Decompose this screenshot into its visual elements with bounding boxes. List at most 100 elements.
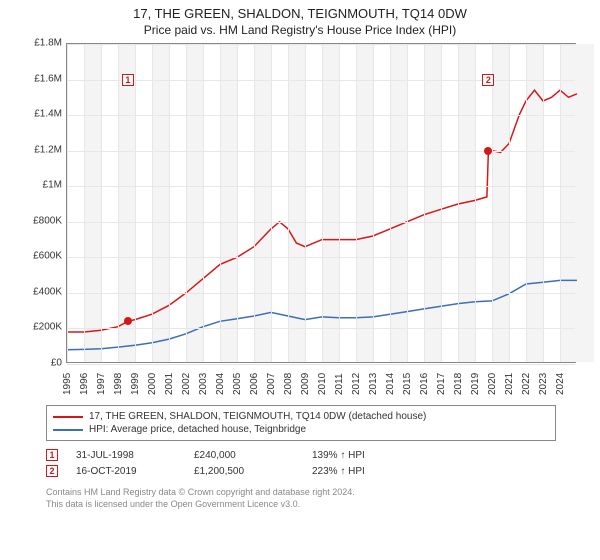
gridline-vertical (203, 44, 204, 362)
gridline-vertical (373, 44, 374, 362)
x-axis-tick-label: 2010 (317, 373, 328, 395)
legend-label: HPI: Average price, detached house, Teig… (89, 424, 306, 435)
transactions-table: 1 31-JUL-1998 £240,000 139% ↑ HPI 2 16-OCT-20… (46, 447, 556, 479)
y-axis-tick-label: £0 (20, 358, 62, 369)
gridline-horizontal (67, 293, 575, 294)
gridline-vertical (339, 44, 340, 362)
gridline-vertical (441, 44, 442, 362)
footer-attribution: Contains HM Land Registry data © Crown c… (46, 487, 556, 510)
y-axis-tick-label: £1.6M (20, 73, 62, 84)
gridline-horizontal (67, 257, 575, 258)
y-axis-tick-label: £1.2M (20, 144, 62, 155)
gridline-vertical (67, 44, 68, 362)
transaction-price: £240,000 (194, 450, 294, 461)
x-axis-tick-label: 2001 (164, 373, 175, 395)
gridline-horizontal (67, 328, 575, 329)
x-axis-tick-label: 2021 (504, 373, 515, 395)
gridline-horizontal (67, 151, 575, 152)
transaction-marker-1: 1 (122, 74, 134, 86)
transaction-hpi-pct: 223% ↑ HPI (312, 466, 412, 477)
plot-area: 12 (66, 43, 576, 363)
gridline-vertical (169, 44, 170, 362)
gridline-vertical (186, 44, 187, 362)
gridline-vertical (424, 44, 425, 362)
x-axis-tick-label: 2022 (521, 373, 532, 395)
x-axis-tick-label: 2014 (385, 373, 396, 395)
gridline-vertical (543, 44, 544, 362)
gridline-vertical (271, 44, 272, 362)
legend-label: 17, THE GREEN, SHALDON, TEIGNMOUTH, TQ14… (89, 411, 426, 422)
transaction-date: 16-OCT-2019 (76, 466, 176, 477)
x-axis-tick-label: 2009 (300, 373, 311, 395)
gridline-vertical (526, 44, 527, 362)
x-axis-tick-label: 2013 (368, 373, 379, 395)
x-axis-tick-label: 2012 (351, 373, 362, 395)
gridline-vertical (84, 44, 85, 362)
gridline-vertical (475, 44, 476, 362)
transaction-point-2 (484, 147, 492, 155)
x-axis-tick-label: 1995 (62, 373, 73, 395)
transaction-hpi-pct: 139% ↑ HPI (312, 450, 412, 461)
x-axis-tick-label: 2023 (538, 373, 549, 395)
legend-swatch (53, 416, 83, 418)
transaction-point-1 (124, 317, 132, 325)
x-axis-tick-label: 2007 (266, 373, 277, 395)
gridline-vertical (237, 44, 238, 362)
gridline-horizontal (67, 44, 575, 45)
legend-swatch (53, 429, 83, 431)
footer-line: Contains HM Land Registry data © Crown c… (46, 487, 556, 499)
y-axis-tick-label: £1.8M (20, 38, 62, 49)
transaction-row: 1 31-JUL-1998 £240,000 139% ↑ HPI (46, 447, 556, 463)
gridline-vertical (135, 44, 136, 362)
legend-item: HPI: Average price, detached house, Teig… (53, 423, 549, 436)
y-axis-tick-label: £400K (20, 286, 62, 297)
gridline-vertical (356, 44, 357, 362)
legend-box: 17, THE GREEN, SHALDON, TEIGNMOUTH, TQ14… (46, 405, 556, 441)
gridline-vertical (254, 44, 255, 362)
gridline-vertical (560, 44, 561, 362)
gridline-vertical (322, 44, 323, 362)
transaction-row-marker: 2 (46, 465, 58, 477)
x-axis-tick-label: 2016 (419, 373, 430, 395)
chart-header: 17, THE GREEN, SHALDON, TEIGNMOUTH, TQ14… (0, 0, 600, 39)
x-axis-tick-label: 2003 (198, 373, 209, 395)
chart-subtitle: Price paid vs. HM Land Registry's House … (0, 23, 600, 37)
gridline-horizontal (67, 80, 575, 81)
x-axis-tick-label: 2019 (470, 373, 481, 395)
x-axis-tick-label: 2018 (453, 373, 464, 395)
x-axis-tick-label: 2008 (283, 373, 294, 395)
gridline-horizontal (67, 115, 575, 116)
y-axis-tick-label: £1.4M (20, 109, 62, 120)
x-axis-tick-label: 2017 (436, 373, 447, 395)
x-axis-tick-label: 2011 (334, 373, 345, 395)
y-axis-tick-label: £600K (20, 251, 62, 262)
x-axis-tick-label: 2005 (232, 373, 243, 395)
gridline-vertical (305, 44, 306, 362)
transaction-row-marker: 1 (46, 449, 58, 461)
x-axis-tick-label: 2000 (147, 373, 158, 395)
x-axis-tick-label: 1997 (96, 373, 107, 395)
transaction-marker-2: 2 (482, 74, 494, 86)
x-axis-tick-label: 2006 (249, 373, 260, 395)
footer-line: This data is licensed under the Open Gov… (46, 499, 556, 511)
gridline-vertical (152, 44, 153, 362)
x-axis-tick-label: 2002 (181, 373, 192, 395)
x-axis-tick-label: 1999 (130, 373, 141, 395)
legend-item: 17, THE GREEN, SHALDON, TEIGNMOUTH, TQ14… (53, 410, 549, 423)
x-axis-tick-label: 2020 (487, 373, 498, 395)
gridline-vertical (101, 44, 102, 362)
gridline-vertical (492, 44, 493, 362)
chart-container: 12 1995199619971998199920002001200220032… (20, 43, 580, 403)
transaction-date: 31-JUL-1998 (76, 450, 176, 461)
x-axis-tick-label: 2024 (555, 373, 566, 395)
gridline-vertical (458, 44, 459, 362)
x-axis-tick-label: 1998 (113, 373, 124, 395)
gridline-vertical (220, 44, 221, 362)
transaction-price: £1,200,500 (194, 466, 294, 477)
gridline-horizontal (67, 222, 575, 223)
x-axis-tick-label: 2004 (215, 373, 226, 395)
gridline-vertical (118, 44, 119, 362)
x-axis-tick-label: 1996 (79, 373, 90, 395)
gridline-horizontal (67, 364, 575, 365)
y-axis-tick-label: £800K (20, 215, 62, 226)
